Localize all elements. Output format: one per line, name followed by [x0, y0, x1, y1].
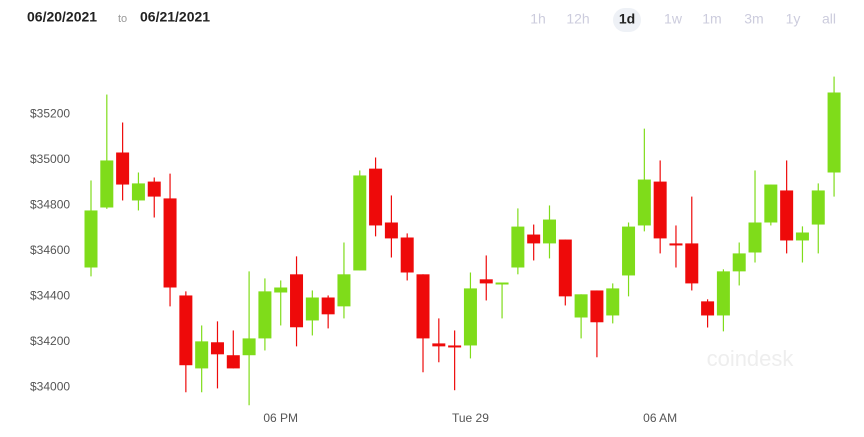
x-tick-label: 06 PM: [263, 411, 298, 425]
candle-body: [748, 222, 762, 253]
candle-body: [622, 226, 636, 276]
range-button[interactable]: 12h: [566, 11, 589, 27]
x-tick-label: 06 AM: [643, 411, 677, 425]
candle-body: [827, 92, 841, 173]
candle-body: [574, 294, 588, 318]
y-tick-label: $34200: [30, 334, 70, 348]
candle-body: [716, 271, 730, 316]
x-tick-label: Tue 29: [452, 411, 489, 425]
y-tick-label: $35200: [30, 107, 70, 121]
candle-body: [701, 301, 715, 316]
candle-body: [463, 288, 477, 346]
date-separator: to: [118, 13, 127, 25]
candle-body: [542, 219, 556, 244]
candle-body: [432, 343, 446, 347]
y-tick-label: $34600: [30, 243, 70, 257]
candle-body: [179, 295, 193, 366]
date-from: 06/20/2021: [27, 9, 97, 25]
candle-body: [100, 160, 114, 208]
candle-body: [732, 253, 746, 272]
candle-body: [416, 274, 430, 339]
candle-body: [479, 279, 493, 284]
candle-body: [811, 190, 825, 225]
candle-body: [795, 232, 809, 241]
candle-body: [448, 345, 462, 348]
y-tick-label: $34400: [30, 289, 70, 303]
range-button[interactable]: all: [822, 11, 836, 27]
candle-body: [353, 175, 367, 271]
candle-body: [637, 179, 651, 226]
candle-body: [226, 355, 240, 369]
range-button[interactable]: 3m: [744, 11, 763, 27]
candle-body: [653, 181, 667, 239]
candle-body: [147, 181, 161, 197]
y-tick-label: $35000: [30, 152, 70, 166]
candle-body: [116, 152, 130, 185]
candle-body: [337, 274, 351, 307]
range-button[interactable]: 1w: [664, 11, 683, 27]
candle-body: [495, 282, 509, 285]
range-selected-bg: [613, 8, 641, 32]
candle-body: [685, 243, 699, 284]
candle-body: [369, 168, 383, 226]
range-button[interactable]: 1h: [530, 11, 546, 27]
candle-body: [290, 274, 304, 328]
candle-body: [84, 210, 98, 268]
range-button[interactable]: 1d: [619, 11, 635, 27]
range-button[interactable]: 1y: [786, 11, 801, 27]
y-tick-label: $34000: [30, 379, 70, 393]
candle-body: [764, 184, 778, 223]
candle-body: [274, 287, 288, 293]
candle-body: [590, 290, 604, 323]
candle-body: [305, 297, 319, 321]
date-to: 06/21/2021: [140, 9, 210, 25]
candle-body: [131, 183, 145, 201]
candle-body: [669, 243, 683, 246]
candle-body: [558, 239, 572, 297]
candle-body: [242, 338, 256, 356]
watermark: coindesk: [707, 346, 795, 371]
candle-body: [511, 226, 525, 268]
candle-body: [195, 341, 209, 369]
candle-body: [606, 288, 620, 316]
candle-body: [527, 234, 541, 244]
candle-body: [780, 190, 794, 241]
candle-body: [400, 237, 414, 273]
candle-body: [321, 297, 335, 315]
candle-body: [210, 342, 224, 355]
range-button[interactable]: 1m: [702, 11, 721, 27]
candle-body: [384, 222, 398, 239]
y-tick-label: $34800: [30, 198, 70, 212]
candle-body: [258, 291, 272, 339]
candle-body: [163, 198, 177, 288]
